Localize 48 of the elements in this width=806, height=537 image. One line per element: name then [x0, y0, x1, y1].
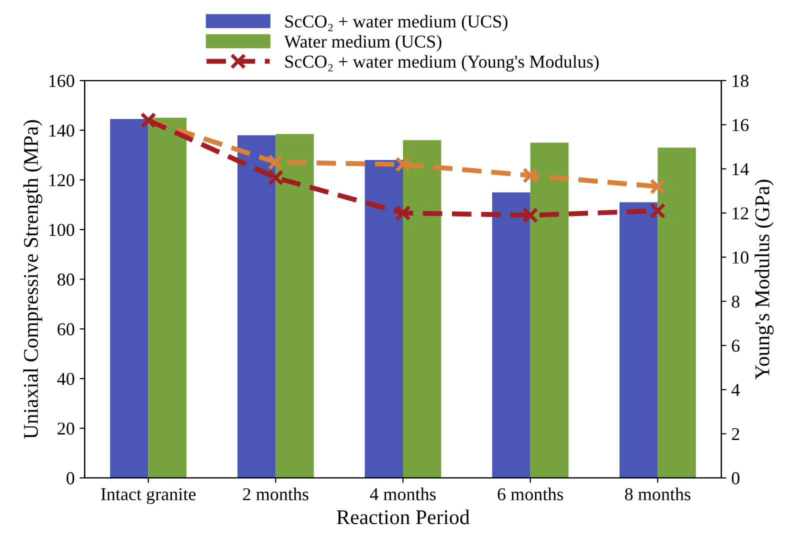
y2-tick-label: 14 [732, 163, 749, 176]
bar [364, 160, 403, 478]
x-tick-label: 8 months [625, 488, 690, 500]
y2-tick-label: 6 [732, 340, 740, 352]
bar [276, 134, 314, 478]
y2-tick-label: 8 [732, 296, 740, 308]
bar [148, 118, 187, 478]
y2-tick-label: 4 [731, 384, 740, 396]
y-tick-label: 160 [49, 74, 74, 87]
y-tick-label: 120 [49, 174, 74, 186]
x-tick-label: 6 months [498, 488, 564, 500]
y-tick-label: 20 [58, 422, 74, 435]
y2-tick-label: 0 [732, 472, 740, 484]
y-tick-label: 140 [49, 124, 74, 137]
y2-tick-label: 2 [732, 428, 740, 440]
y-tick-label: 80 [58, 273, 74, 286]
point [395, 205, 411, 221]
point [268, 170, 284, 186]
y-tick-label: 100 [49, 224, 74, 236]
y2-tick-label: 18 [732, 74, 748, 87]
point [650, 202, 666, 219]
y-tick-label: 40 [57, 372, 74, 386]
point [522, 207, 538, 224]
x-tick-label: 4 months [370, 488, 436, 500]
y-axis-title: Uniaxial Compressive Strength (MPa) [23, 120, 42, 439]
y2-tick-label: 10 [732, 251, 748, 264]
bar [403, 140, 442, 478]
y2-tick-label: 12 [732, 207, 748, 220]
y2-tick-label: 16 [732, 119, 749, 132]
y2-axis-title: Young's Modulus (GPa) [754, 180, 774, 380]
bar [492, 192, 530, 478]
bar [658, 148, 696, 478]
legend-label: ScCO₂ + water medium (Young's Modulus) [285, 55, 599, 72]
legend-label: Water medium (UCS) [284, 35, 442, 52]
x-tick-label: Intact granite [101, 488, 196, 504]
bar [237, 135, 276, 478]
y-tick-label: 0 [66, 472, 74, 484]
point [650, 178, 666, 195]
point [395, 156, 411, 172]
bar [530, 142, 569, 478]
bar [619, 202, 658, 478]
y-tick-label: 60 [58, 323, 74, 336]
bar [110, 119, 148, 478]
x-axis-title: Reaction Period [336, 510, 470, 524]
x-tick-label: 2 months [243, 488, 308, 500]
point [522, 167, 538, 184]
point [268, 154, 284, 170]
legend-label: ScCO₂ + water medium (UCS) [285, 14, 508, 32]
